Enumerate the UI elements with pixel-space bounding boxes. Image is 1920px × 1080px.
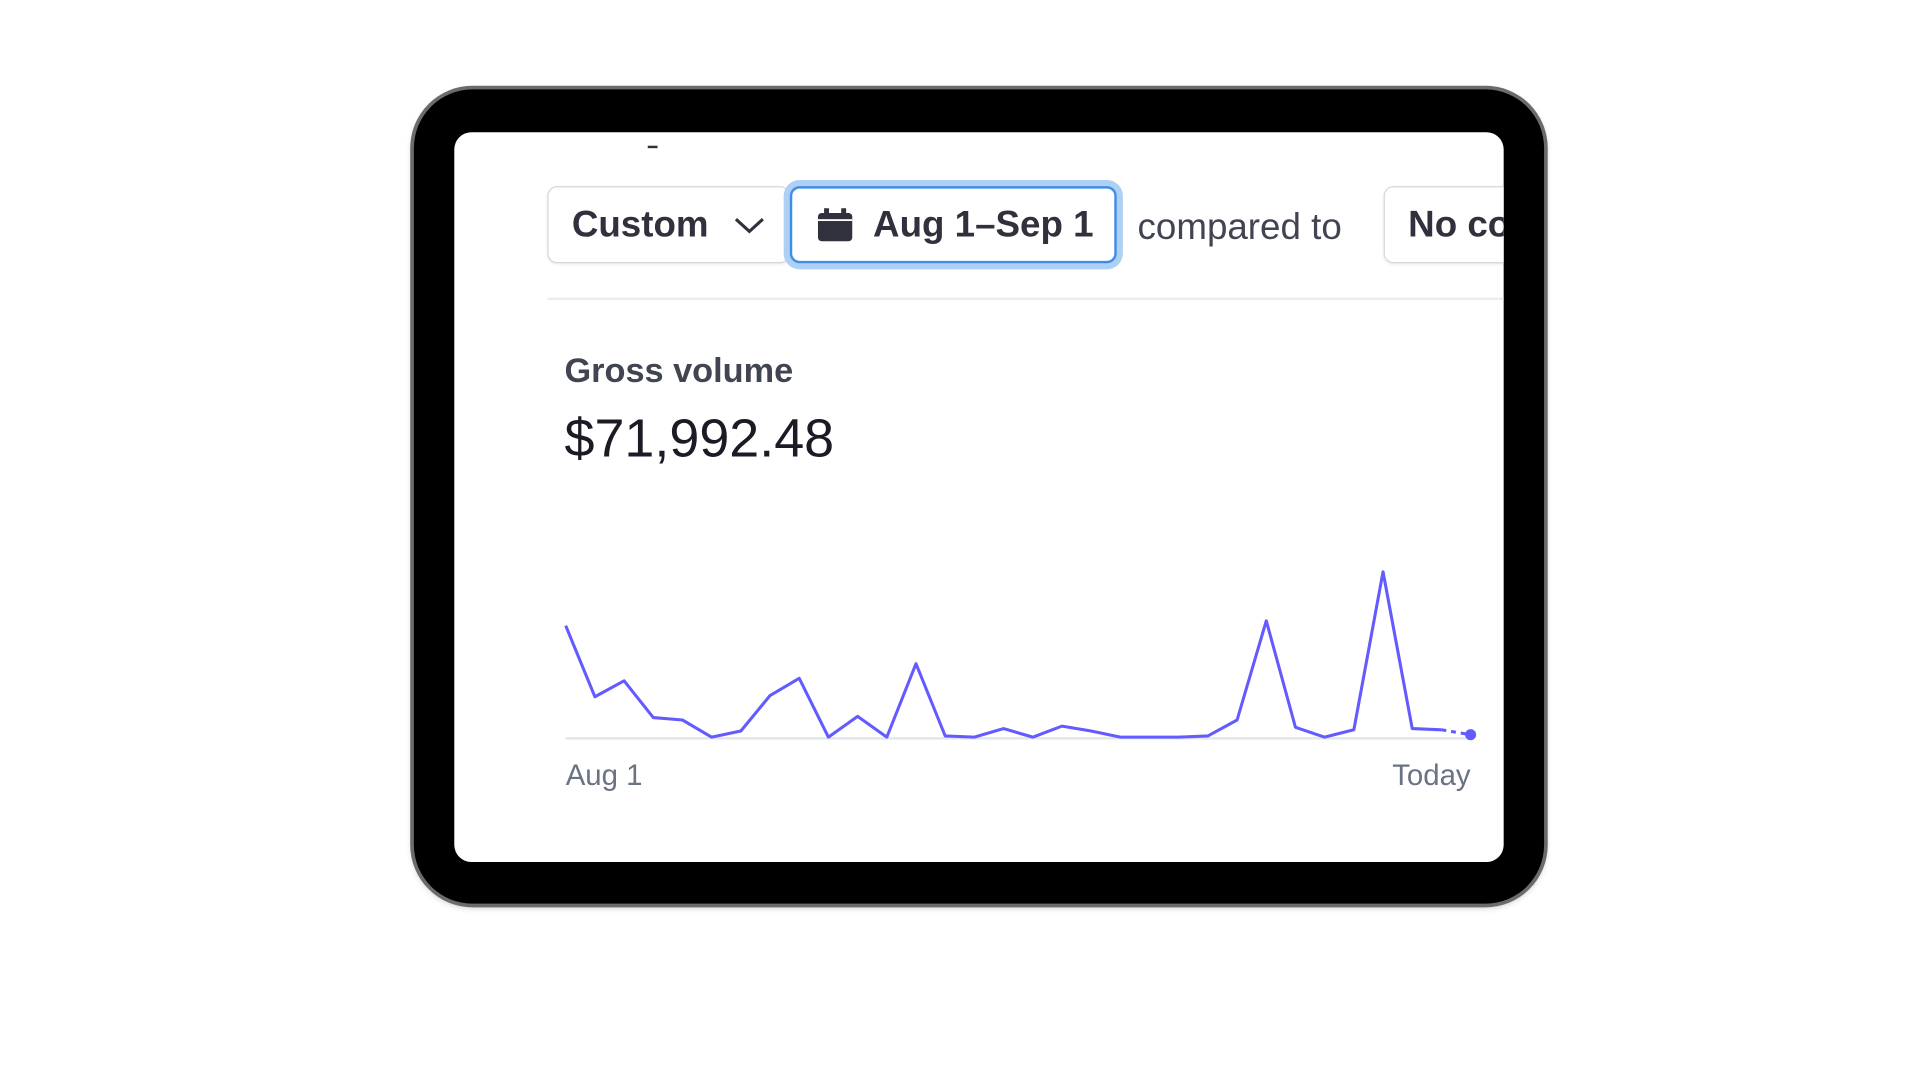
x-tick-label: Aug 1: [566, 759, 643, 792]
metric-title: Gross volume: [564, 351, 794, 390]
period-label: Custom: [571, 203, 709, 245]
period-select[interactable]: Custom: [547, 186, 790, 264]
calendar-icon: [817, 207, 853, 241]
comparison-label: No co: [1408, 203, 1504, 245]
line: [564, 570, 1442, 739]
metric-value: $71,992.48: [564, 408, 835, 469]
date-range-button[interactable]: Aug 1–Sep 1: [789, 186, 1117, 264]
dash: [647, 145, 658, 149]
screen: Custom Aug 1–Sep 1 compared to No co Gro…: [454, 132, 1504, 863]
divider: [547, 297, 1504, 301]
x-tick-label: Today: [1392, 759, 1471, 792]
compare-label: compared to: [1137, 206, 1342, 248]
date-range-label: Aug 1–Sep 1: [873, 203, 1094, 245]
chevron-icon: [734, 217, 764, 233]
comparison-select[interactable]: No co: [1383, 186, 1504, 264]
point: [1465, 729, 1477, 741]
